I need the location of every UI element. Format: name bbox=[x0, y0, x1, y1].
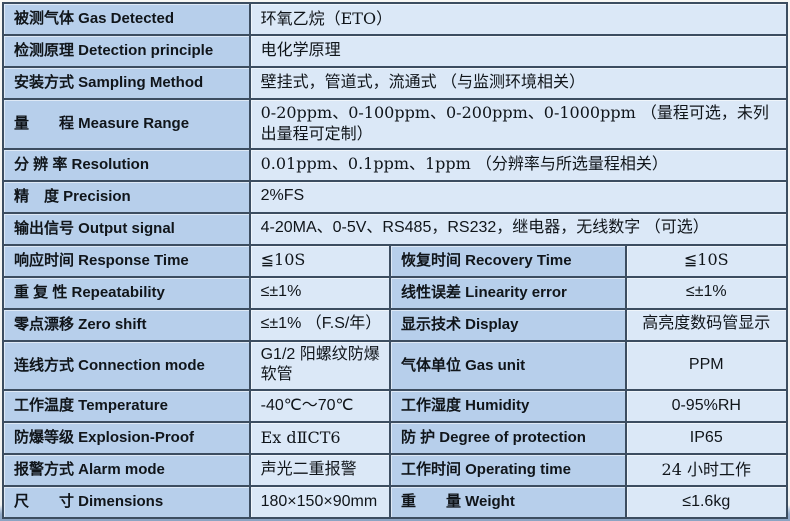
table-row: 精 度 Precision 2%FS bbox=[2, 179, 789, 214]
table-row: 报警方式 Alarm mode 声光二重报警 工作时间 Operating time… bbox=[2, 453, 789, 488]
table-row: 尺 寸 Dimensions 180×150×90mm 重 量 Weight ≤1.6… bbox=[2, 485, 789, 520]
spec-value-cell: 0-20ppm、0-100ppm、0-200ppm、0-1000ppm （量程可… bbox=[248, 98, 789, 150]
table-row: 工作温度 Temperature -40℃～70℃ 工作湿度 Humidity 0-9… bbox=[2, 389, 789, 424]
spec-label-cell: 安装方式 Sampling Method bbox=[2, 66, 251, 100]
spec-label-cell: 尺 寸 Dimensions bbox=[2, 485, 251, 520]
spec-value-cell: 0.01ppm、0.1ppm、1ppm （分辨率与所选量程相关） bbox=[248, 147, 789, 182]
table-row: 响应时间 Response Time ≦10S 恢复时间 Recovery Time… bbox=[2, 243, 789, 278]
spec-value-cell: PPM bbox=[624, 339, 789, 392]
spec-label-cell: 分 辨 率 Resolution bbox=[2, 147, 251, 182]
spec-value-cell: 0-95%RH bbox=[624, 389, 789, 424]
table-row: 零点漂移 Zero shift ≤±1% （F.S/年） 显示技术 Display 高… bbox=[2, 307, 789, 342]
spec-label-cell: 重 复 性 Repeatability bbox=[2, 275, 251, 310]
spec-value-cell: ≤±1% bbox=[248, 275, 391, 310]
spec-label-cell: 精 度 Precision bbox=[2, 179, 251, 214]
spec-value-cell: 180×150×90mm bbox=[248, 485, 391, 520]
spec-value-cell: ≦10S bbox=[248, 243, 391, 278]
table-row: 检测原理 Detection principle 电化学原理 bbox=[2, 34, 789, 68]
spec-label-cell: 响应时间 Response Time bbox=[2, 243, 251, 278]
spec-label-cell: 恢复时间 Recovery Time bbox=[388, 243, 627, 278]
spec-label-cell: 被测气体 Gas Detected bbox=[2, 2, 251, 36]
table-row: 被测气体 Gas Detected 环氧乙烷（ETO） bbox=[2, 2, 789, 36]
table-row: 防爆等级 Explosion-Proof Ex dⅡCT6 防 护 Degree o… bbox=[2, 421, 789, 456]
table-row: 量 程 Measure Range 0-20ppm、0-100ppm、0-200p… bbox=[2, 98, 789, 150]
table-row: 安装方式 Sampling Method 壁挂式，管道式，流通式 （与监测环境相关… bbox=[2, 66, 789, 100]
spec-value-cell: -40℃～70℃ bbox=[248, 389, 391, 424]
spec-label-cell: 工作时间 Operating time bbox=[388, 453, 627, 488]
spec-label-cell: 量 程 Measure Range bbox=[2, 98, 251, 150]
spec-value-cell: 24 小时工作 bbox=[624, 453, 789, 488]
spec-label-cell: 显示技术 Display bbox=[388, 307, 627, 342]
table-row: 连线方式 Connection mode G1/2 阳螺纹防爆软管 气体单位 Gas… bbox=[2, 339, 789, 392]
table-row: 重 复 性 Repeatability ≤±1% 线性误差 Linearity er… bbox=[2, 275, 789, 310]
spec-label-cell: 检测原理 Detection principle bbox=[2, 34, 251, 68]
spec-label-cell: 线性误差 Linearity error bbox=[388, 275, 627, 310]
spec-label-cell: 防 护 Degree of protection bbox=[388, 421, 627, 456]
spec-value-cell: ≦10S bbox=[624, 243, 789, 278]
table-row: 分 辨 率 Resolution 0.01ppm、0.1ppm、1ppm （分辨率… bbox=[2, 147, 789, 182]
spec-label-cell: 工作湿度 Humidity bbox=[388, 389, 627, 424]
spec-value-cell: Ex dⅡCT6 bbox=[248, 421, 391, 456]
table-row: 输出信号 Output signal 4-20MA、0-5V、RS485，RS23… bbox=[2, 211, 789, 246]
spec-label-cell: 工作温度 Temperature bbox=[2, 389, 251, 424]
spec-value-cell: G1/2 阳螺纹防爆软管 bbox=[248, 339, 391, 392]
spec-value-cell: 壁挂式，管道式，流通式 （与监测环境相关） bbox=[248, 66, 789, 100]
spec-value-cell: 电化学原理 bbox=[248, 34, 789, 68]
spec-label-cell: 零点漂移 Zero shift bbox=[2, 307, 251, 342]
spec-label-cell: 连线方式 Connection mode bbox=[2, 339, 251, 392]
spec-label-cell: 报警方式 Alarm mode bbox=[2, 453, 251, 488]
spec-value-cell: 声光二重报警 bbox=[248, 453, 391, 488]
spec-value-cell: ≤1.6kg bbox=[624, 485, 789, 520]
spec-value-cell: 高亮度数码管显示 bbox=[624, 307, 789, 342]
spec-value-cell: ≤±1% bbox=[624, 275, 789, 310]
spec-value-cell: ≤±1% （F.S/年） bbox=[248, 307, 391, 342]
spec-value-cell: 环氧乙烷（ETO） bbox=[248, 2, 789, 36]
spec-value-cell: IP65 bbox=[624, 421, 789, 456]
spec-label-cell: 防爆等级 Explosion-Proof bbox=[2, 421, 251, 456]
spec-value-cell: 2%FS bbox=[248, 179, 789, 214]
spec-value-cell: 4-20MA、0-5V、RS485，RS232，继电器，无线数字 （可选） bbox=[248, 211, 789, 246]
spec-label-cell: 气体单位 Gas unit bbox=[388, 339, 627, 392]
spec-label-cell: 输出信号 Output signal bbox=[2, 211, 251, 246]
spec-label-cell: 重 量 Weight bbox=[388, 485, 627, 520]
